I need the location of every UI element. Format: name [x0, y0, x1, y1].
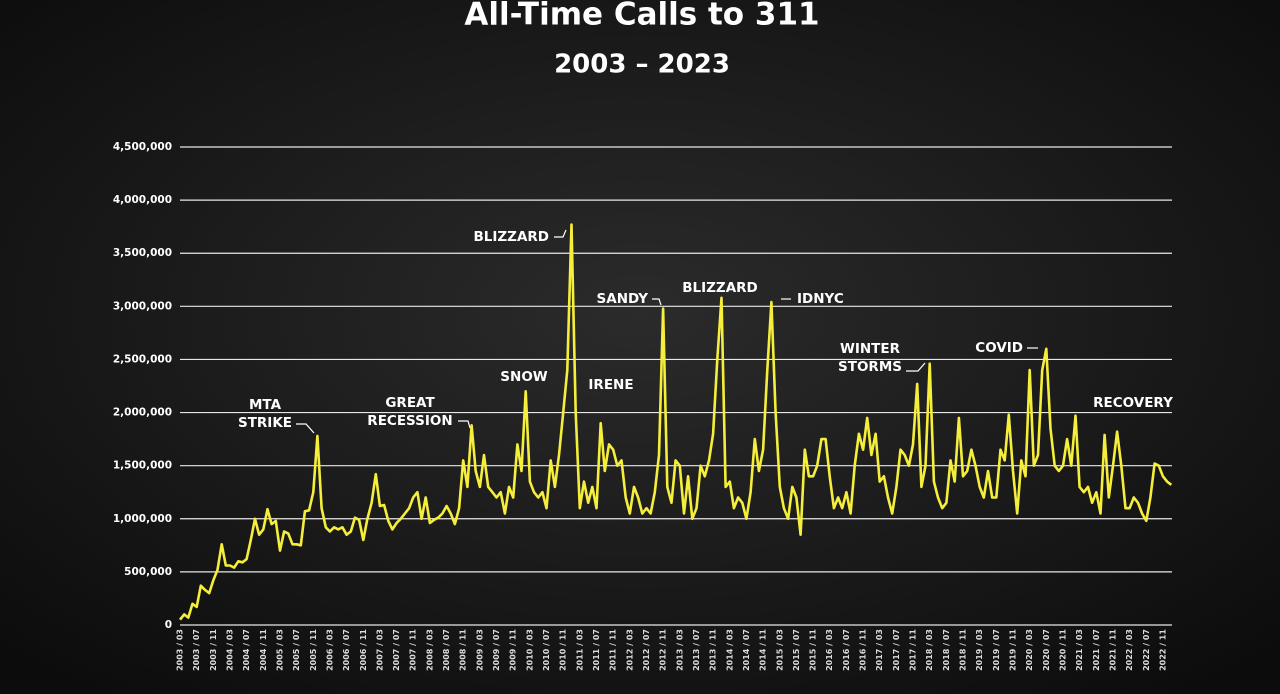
chart-title: All-Time Calls to 311: [464, 0, 819, 33]
x-tick-label: 2013 / 03: [675, 629, 684, 671]
x-tick-label: 2021 / 07: [1092, 629, 1101, 671]
annotation-leader: [458, 420, 471, 429]
annotation: IRENE: [588, 377, 633, 393]
x-tick-label: 2004 / 11: [259, 629, 268, 671]
x-tick-label: 2017 / 11: [909, 629, 918, 671]
x-tick-label: 2003 / 03: [176, 629, 185, 671]
y-tick-label: 500,000: [124, 566, 172, 578]
y-tick-label: 1,000,000: [113, 513, 172, 525]
x-tick-label: 2016 / 03: [825, 629, 834, 671]
x-tick-label: 2003 / 07: [192, 629, 201, 671]
x-tick-label: 2016 / 07: [842, 629, 851, 671]
annotation-leader: [554, 229, 567, 238]
x-tick-label: 2006 / 03: [325, 629, 334, 671]
x-tick-label: 2015 / 11: [809, 629, 818, 671]
x-tick-label: 2015 / 07: [792, 629, 801, 671]
x-tick-label: 2018 / 03: [925, 629, 934, 671]
x-tick-label: 2004 / 07: [242, 629, 251, 671]
x-tick-label: 2019 / 07: [992, 629, 1001, 671]
annotation-leader: [906, 362, 926, 372]
x-tick-label: 2007 / 11: [409, 629, 418, 671]
x-tick-label: 2005 / 03: [275, 629, 284, 671]
x-tick-label: 2007 / 07: [392, 629, 401, 671]
x-tick-label: 2011 / 07: [592, 629, 601, 671]
x-tick-label: 2020 / 07: [1042, 629, 1051, 671]
x-tick-label: 2008 / 07: [442, 629, 451, 671]
x-tick-label: 2009 / 07: [492, 629, 501, 671]
y-tick-label: 3,000,000: [113, 300, 172, 312]
x-tick-label: 2009 / 03: [475, 629, 484, 671]
x-tick-label: 2008 / 11: [459, 629, 468, 671]
x-tick-label: 2011 / 03: [575, 629, 584, 671]
y-tick-label: 1,500,000: [113, 460, 172, 472]
annotation: IDNYC: [797, 291, 844, 307]
y-tick-label: 3,500,000: [113, 247, 172, 259]
annotation-leader: [652, 298, 662, 306]
x-tick-label: 2018 / 11: [959, 629, 968, 671]
x-tick-label: 2022 / 11: [1158, 629, 1167, 671]
annotation: COVID: [975, 340, 1023, 356]
x-tick-label: 2011 / 11: [609, 629, 618, 671]
x-tick-label: 2010 / 11: [559, 629, 568, 671]
x-tick-label: 2006 / 11: [359, 629, 368, 671]
x-tick-label: 2004 / 03: [225, 629, 234, 671]
x-tick-label: 2019 / 11: [1009, 629, 1018, 671]
annotation: STORMS: [838, 359, 902, 375]
x-tick-label: 2010 / 03: [525, 629, 534, 671]
annotation: GREAT: [385, 395, 435, 411]
x-tick-label: 2017 / 03: [875, 629, 884, 671]
x-tick-label: 2017 / 07: [892, 629, 901, 671]
x-tick-label: 2014 / 07: [742, 629, 751, 671]
x-tick-label: 2022 / 07: [1142, 629, 1151, 671]
line-series: [178, 223, 1173, 621]
x-tick-label: 2013 / 11: [709, 629, 718, 671]
y-tick-label: 2,000,000: [113, 407, 172, 419]
y-tick-label: 2,500,000: [113, 353, 172, 365]
x-tick-label: 2012 / 07: [642, 629, 651, 671]
x-tick-label: 2015 / 03: [775, 629, 784, 671]
x-tick-label: 2010 / 07: [542, 629, 551, 671]
x-tick-label: 2022 / 03: [1125, 629, 1134, 671]
x-tick-label: 2009 / 11: [509, 629, 518, 671]
x-tick-label: 2003 / 11: [209, 629, 218, 671]
annotation-leader: [296, 423, 315, 434]
x-tick-label: 2012 / 03: [625, 629, 634, 671]
x-tick-label: 2020 / 11: [1058, 629, 1067, 671]
x-tick-label: 2014 / 11: [759, 629, 768, 671]
x-tick-label: 2008 / 03: [425, 629, 434, 671]
x-tick-label: 2020 / 03: [1025, 629, 1034, 671]
chart-subtitle: 2003 – 2023: [554, 50, 730, 80]
x-tick-label: 2021 / 03: [1075, 629, 1084, 671]
x-tick-label: 2016 / 11: [859, 629, 868, 671]
x-tick-label: 2013 / 07: [692, 629, 701, 671]
annotation: RECESSION: [367, 413, 452, 429]
x-tick-label: 2012 / 11: [659, 629, 668, 671]
annotation: BLIZZARD: [473, 229, 549, 245]
y-tick-label: 4,500,000: [113, 141, 172, 153]
annotation: WINTER: [840, 341, 901, 357]
annotation: RECOVERY: [1093, 395, 1173, 411]
y-tick-label: 4,000,000: [113, 194, 172, 206]
x-tick-label: 2006 / 07: [342, 629, 351, 671]
annotation: BLIZZARD: [682, 280, 758, 296]
annotation: MTA: [249, 397, 282, 413]
x-tick-label: 2005 / 11: [309, 629, 318, 671]
x-tick-label: 2005 / 07: [292, 629, 301, 671]
x-tick-label: 2019 / 03: [975, 629, 984, 671]
annotation: SANDY: [597, 291, 649, 307]
x-tick-label: 2014 / 03: [725, 629, 734, 671]
y-tick-label: 0: [165, 619, 172, 631]
x-tick-label: 2007 / 03: [375, 629, 384, 671]
x-tick-label: 2018 / 07: [942, 629, 951, 671]
annotation: STRIKE: [238, 415, 292, 431]
x-tick-label: 2021 / 11: [1108, 629, 1117, 671]
annotation: SNOW: [500, 369, 547, 385]
